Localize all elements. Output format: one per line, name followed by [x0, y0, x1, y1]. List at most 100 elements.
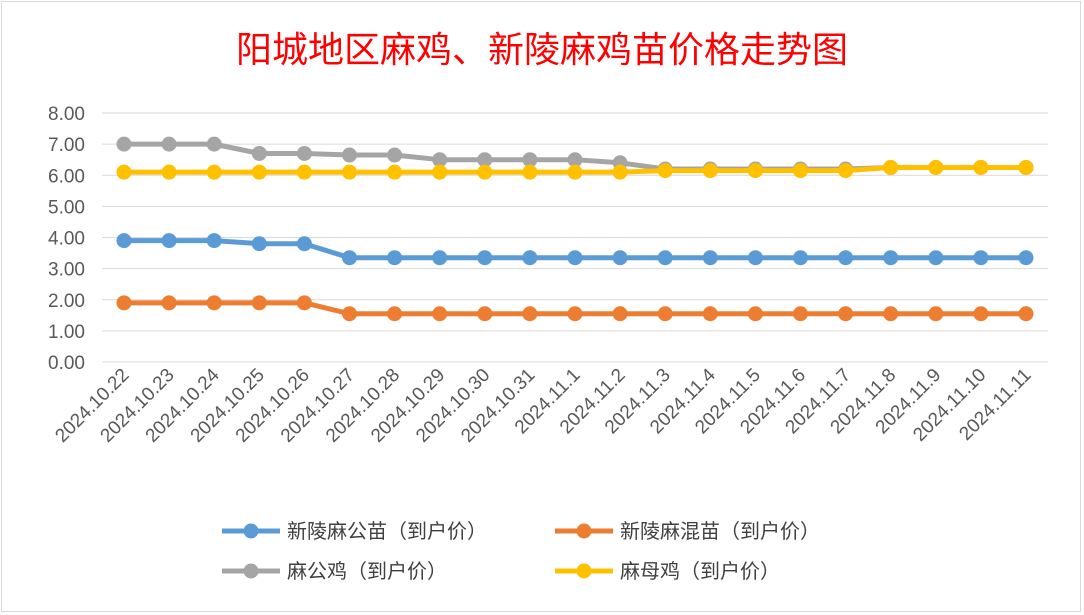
- data-point: [657, 306, 673, 322]
- legend-marker: [243, 563, 259, 579]
- legend-label: 麻公鸡（到户价）: [287, 560, 447, 583]
- y-tick-label: 8.00: [48, 104, 85, 125]
- data-point: [342, 147, 357, 163]
- data-point: [657, 163, 673, 179]
- data-point: [883, 159, 899, 175]
- legend-item: 麻公鸡（到户价）: [222, 560, 447, 583]
- data-point: [296, 145, 312, 161]
- chart-title: 阳城地区麻鸡、新陵麻鸡苗价格走势图: [236, 29, 848, 70]
- data-point: [251, 145, 267, 161]
- data-point: [251, 164, 267, 180]
- data-point: [973, 306, 989, 322]
- data-point: [747, 306, 763, 322]
- data-point: [702, 306, 718, 322]
- data-point: [1018, 306, 1034, 322]
- data-point: [522, 164, 538, 180]
- data-point: [342, 250, 357, 266]
- data-point: [702, 163, 718, 179]
- data-point: [928, 159, 944, 175]
- data-point: [838, 163, 854, 179]
- data-point: [477, 250, 493, 266]
- data-point: [928, 250, 944, 266]
- data-point: [567, 306, 583, 322]
- data-point: [702, 250, 718, 266]
- legend-item: 新陵麻公苗（到户价）: [222, 520, 487, 543]
- data-point: [387, 164, 403, 180]
- data-point: [477, 306, 493, 322]
- data-point: [116, 295, 132, 311]
- series-1: [116, 295, 1034, 322]
- y-tick-label: 7.00: [48, 135, 85, 156]
- data-point: [747, 163, 763, 179]
- data-point: [928, 306, 944, 322]
- data-point: [522, 306, 538, 322]
- data-point: [161, 295, 177, 311]
- legend-item: 新陵麻混苗（到户价）: [555, 520, 820, 543]
- legend-marker: [576, 523, 592, 539]
- data-point: [387, 250, 403, 266]
- data-point: [432, 306, 448, 322]
- data-point: [973, 250, 989, 266]
- data-point: [387, 147, 403, 163]
- data-point: [522, 250, 538, 266]
- data-point: [342, 306, 357, 322]
- series-3: [116, 159, 1034, 180]
- data-point: [251, 295, 267, 311]
- data-point: [161, 233, 177, 249]
- data-point: [1018, 250, 1034, 266]
- y-tick-label: 1.00: [48, 322, 85, 343]
- data-point: [432, 250, 448, 266]
- data-point: [296, 236, 312, 252]
- y-tick-label: 4.00: [48, 229, 85, 250]
- data-point: [793, 250, 808, 266]
- legend-marker: [243, 523, 259, 539]
- data-point: [567, 152, 583, 168]
- data-point: [838, 250, 854, 266]
- data-point: [567, 164, 583, 180]
- data-point: [251, 236, 267, 252]
- data-point: [477, 152, 493, 168]
- legend-marker: [576, 563, 592, 579]
- data-point: [116, 233, 132, 249]
- data-point: [206, 233, 222, 249]
- data-point: [522, 152, 538, 168]
- data-point: [477, 164, 493, 180]
- y-tick-label: 3.00: [48, 260, 85, 281]
- data-point: [296, 164, 312, 180]
- data-point: [161, 136, 177, 152]
- y-tick-label: 2.00: [48, 291, 85, 312]
- data-point: [657, 250, 673, 266]
- y-tick-label: 6.00: [48, 166, 85, 187]
- data-point: [793, 306, 808, 322]
- data-point: [432, 164, 448, 180]
- legend-label: 新陵麻公苗（到户价）: [287, 520, 487, 543]
- data-point: [432, 152, 448, 168]
- y-tick-label: 0.00: [48, 353, 85, 374]
- data-point: [206, 136, 222, 152]
- data-point: [116, 136, 132, 152]
- data-point: [296, 295, 312, 311]
- legend-label: 新陵麻混苗（到户价）: [620, 520, 820, 543]
- data-point: [612, 250, 628, 266]
- data-point: [206, 295, 222, 311]
- data-point: [612, 306, 628, 322]
- legend-label: 麻母鸡（到户价）: [620, 560, 780, 583]
- data-point: [747, 250, 763, 266]
- data-point: [342, 164, 357, 180]
- data-point: [612, 164, 628, 180]
- series-0: [116, 233, 1034, 266]
- data-point: [883, 306, 899, 322]
- data-point: [883, 250, 899, 266]
- data-point: [206, 164, 222, 180]
- data-point: [1018, 159, 1034, 175]
- data-point: [161, 164, 177, 180]
- data-point: [973, 159, 989, 175]
- data-point: [793, 163, 808, 179]
- data-point: [838, 306, 854, 322]
- data-point: [116, 164, 132, 180]
- legend-item: 麻母鸡（到户价）: [555, 560, 780, 583]
- data-point: [567, 250, 583, 266]
- data-point: [387, 306, 403, 322]
